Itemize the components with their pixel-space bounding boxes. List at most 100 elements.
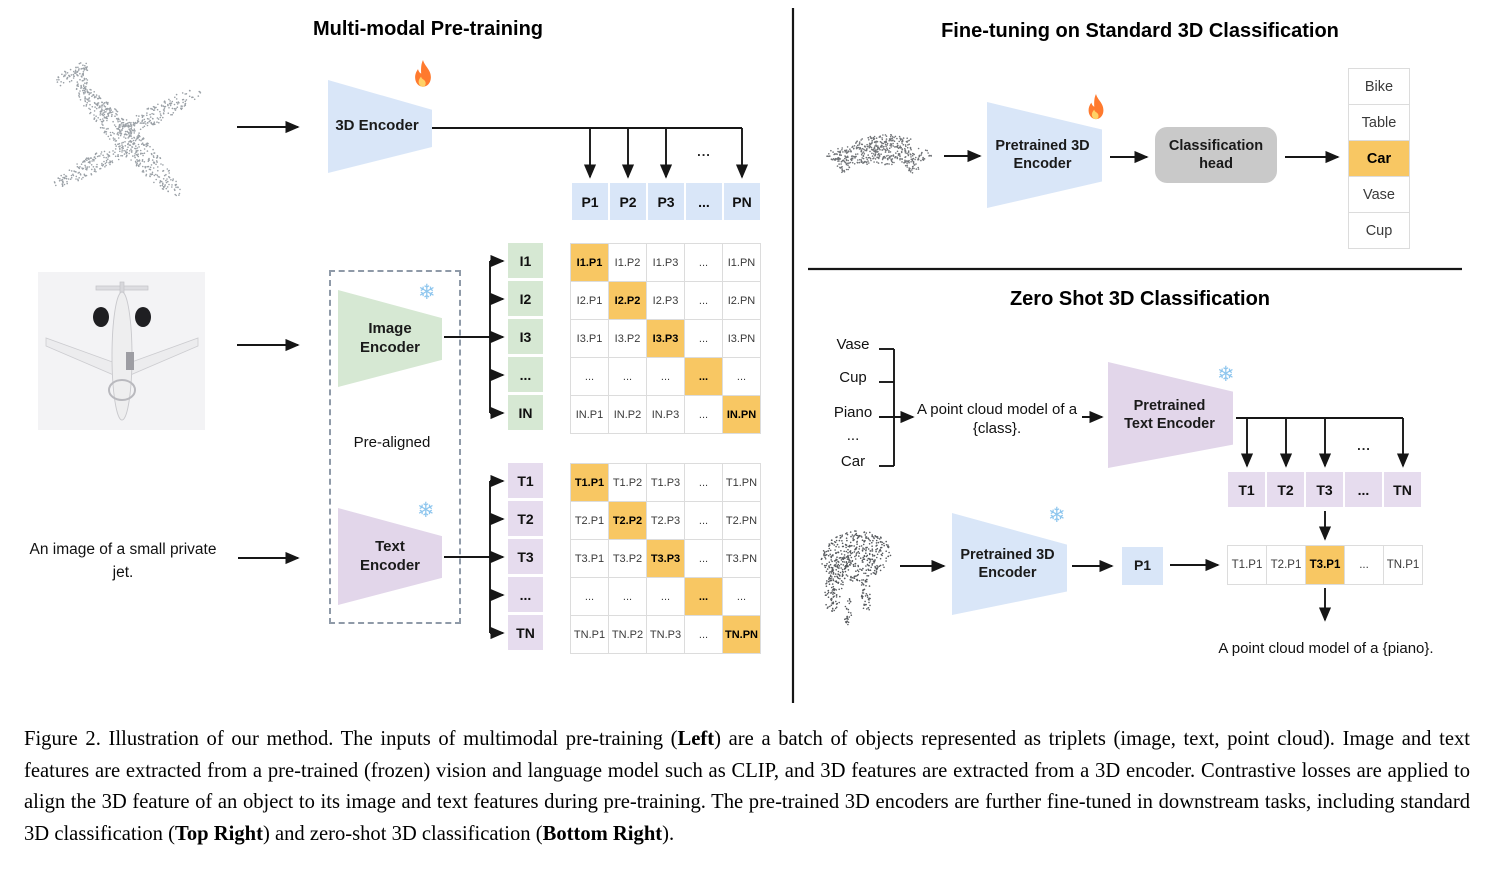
- matrix-cell: I2.P1: [571, 282, 608, 319]
- cell: TN.P1: [1384, 546, 1422, 584]
- snowflake-icon: ❄: [1048, 504, 1066, 527]
- fire-icon: [415, 60, 431, 87]
- matrix-cell: ...: [647, 578, 684, 615]
- matrix-cell: I3.P2: [609, 320, 646, 357]
- matrix-cell: IN.P2: [609, 396, 646, 433]
- matrix-cell: I1.P3: [647, 244, 684, 281]
- caption-segment: ) and zero-shot 3D classification (: [262, 822, 543, 845]
- zeroshot-t-row: T1 T2 T3... TN: [1228, 472, 1421, 507]
- matrix-cell: ...: [685, 540, 722, 577]
- matrix-cell: ...: [609, 578, 646, 615]
- matrix-cell: T2.PN: [723, 502, 760, 539]
- image-encoder-label: Image Encoder: [359, 319, 420, 356]
- text-similarity-matrix: T1.P1 T1.P2 T1.P3... T1.PN T2.P1 T2.P2 T2.P3..…: [570, 463, 761, 654]
- matrix-cell: ...: [647, 358, 684, 395]
- cell: Cup: [1349, 213, 1409, 248]
- zeroshot-class-label: Cup: [839, 369, 867, 386]
- matrix-cell: T3.P1: [571, 540, 608, 577]
- zeroshot-class-label: Vase: [836, 336, 870, 353]
- caption-segment: ) are a batch of objects represented as …: [24, 728, 1470, 845]
- matrix-cell: T2.P2: [609, 502, 646, 539]
- snowflake-icon: ❄: [1217, 363, 1235, 386]
- cell: T1.P1: [1228, 546, 1266, 584]
- caption-bold-segment: Bottom Right: [542, 822, 663, 845]
- matrix-cell: I3.P3: [647, 320, 684, 357]
- matrix-cell: ...: [609, 358, 646, 395]
- i-label-cell: I3: [508, 319, 543, 354]
- matrix-cell: T1.P2: [609, 464, 646, 501]
- matrix-cell: ...: [685, 282, 722, 319]
- result-text: A point cloud model of a {piano}.: [1218, 640, 1434, 657]
- matrix-cell: ...: [685, 244, 722, 281]
- input-caption-text: An image of a small private jet.: [29, 541, 217, 581]
- matrix-cell: TN.P3: [647, 616, 684, 653]
- matrix-cell: ...: [723, 358, 760, 395]
- matrix-cell: I2.P2: [609, 282, 646, 319]
- p1-feature-cell: P1: [1122, 547, 1163, 585]
- snowflake-icon: ❄: [417, 499, 435, 522]
- matrix-cell: I1.P1: [571, 244, 608, 281]
- matrix-cell: T1.PN: [723, 464, 760, 501]
- matrix-cell: ...: [685, 616, 722, 653]
- matrix-cell: IN.PN: [723, 396, 760, 433]
- cell: Bike: [1349, 69, 1409, 104]
- image-similarity-matrix: I1.P1 I1.P2 I1.P3... I1.PN I2.P1 I2.P2 I2.P3..…: [570, 243, 761, 434]
- p-feature-row: P1 P2 P3... PN: [572, 183, 760, 220]
- pretrained-text-encoder-label: Pretrained Text Encoder: [1124, 397, 1215, 432]
- p-cell: ...: [686, 183, 722, 220]
- airplane-image: [38, 272, 205, 430]
- fire-icon: [1088, 94, 1104, 120]
- matrix-cell: I3.PN: [723, 320, 760, 357]
- matrix-cell: IN.P3: [647, 396, 684, 433]
- text-encoder-label: Text Encoder: [359, 537, 420, 574]
- t-label-cell: ...: [508, 577, 543, 612]
- caption-segment: Figure 2. Illustration of our method. Th…: [24, 728, 678, 750]
- p-branch-ellipsis: ...: [697, 144, 711, 159]
- piano-point-cloud: [820, 530, 892, 626]
- pretrained-3d-encoder-label: Pretrained 3D Encoder: [995, 137, 1090, 172]
- matrix-cell: ...: [685, 578, 722, 615]
- matrix-cell: I1.PN: [723, 244, 760, 281]
- matrix-cell: ...: [685, 502, 722, 539]
- matrix-cell: IN.P1: [571, 396, 608, 433]
- cell: Car: [1349, 141, 1409, 176]
- matrix-cell: ...: [685, 358, 722, 395]
- t-label-cell: T2: [508, 501, 543, 536]
- airplane-illustration: [38, 272, 205, 430]
- matrix-cell: T1.P1: [571, 464, 608, 501]
- matrix-cell: ...: [571, 578, 608, 615]
- image-feature-labels: I1 I2 I3... IN: [508, 243, 543, 430]
- matrix-cell: I1.P2: [609, 244, 646, 281]
- zeroshot-class-label: Car: [840, 453, 866, 470]
- text-feature-labels: T1 T2 T3... TN: [508, 463, 543, 650]
- cell: T2.P1: [1267, 546, 1305, 584]
- p-cell: PN: [724, 183, 760, 220]
- t-cell: T3: [1306, 472, 1343, 507]
- p-cell: P1: [572, 183, 608, 220]
- matrix-cell: I3.P1: [571, 320, 608, 357]
- cell: ...: [1345, 546, 1383, 584]
- airplane-point-cloud: [53, 62, 202, 197]
- t-cell: TN: [1384, 472, 1421, 507]
- matrix-cell: TN.P1: [571, 616, 608, 653]
- 3d-encoder-label: 3D Encoder: [335, 117, 419, 135]
- t-cell: T1: [1228, 472, 1265, 507]
- i-label-cell: I1: [508, 243, 543, 278]
- classification-head-box: Classification head: [1155, 127, 1277, 183]
- car-point-cloud: [826, 134, 932, 174]
- matrix-cell: ...: [723, 578, 760, 615]
- zeroshot-class-label: ...: [846, 427, 860, 444]
- snowflake-icon: ❄: [418, 281, 436, 304]
- matrix-cell: ...: [685, 396, 722, 433]
- matrix-cell: T3.P3: [647, 540, 684, 577]
- pretrained-3d-encoder-bottom-label: Pretrained 3D Encoder: [960, 546, 1055, 581]
- class-list: Bike Table Car Vase Cup: [1348, 68, 1410, 249]
- matrix-cell: TN.P2: [609, 616, 646, 653]
- t-cell: ...: [1345, 472, 1382, 507]
- caption-segment: ).: [662, 822, 675, 845]
- pre-aligned-label: Pre-aligned: [353, 434, 431, 451]
- prompt-text: A point cloud model of a {class}.: [916, 401, 1078, 437]
- matrix-cell: T3.P2: [609, 540, 646, 577]
